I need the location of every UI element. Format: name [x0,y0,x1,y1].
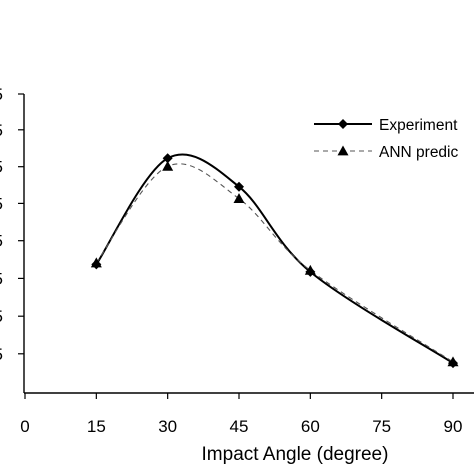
triangle-marker [447,356,459,367]
y-tick-label: 5 [0,85,3,104]
y-tick-label: 5 [0,269,3,288]
x-tick-label: 60 [301,417,320,436]
triangle-marker [233,193,245,204]
legend-label-1: Experiment [379,117,458,134]
legend-marker-2 [337,145,349,156]
y-tick-label: 5 [0,307,3,326]
diamond-marker [234,181,244,192]
y-tick-label: 5 [0,232,3,251]
y-tick-label: 5 [0,121,3,140]
legend-marker-1 [338,119,348,129]
series-line-2 [95,163,454,363]
x-axis-title: Impact Angle (degree) [202,444,389,465]
triangle-marker [304,264,316,275]
y-tick-label: 5 [0,194,3,213]
triangle-marker [162,160,174,171]
series-layer [90,153,459,369]
x-tick-label: 45 [230,417,249,436]
y-tick-label: 5 [0,345,3,364]
x-tick-label: 30 [158,417,177,436]
x-tick-label: 90 [444,417,463,436]
diamond-marker [162,153,173,164]
x-tick-label: 15 [87,417,106,436]
axes-layer: 5 5 5 5 5 5 5 5 0 15 30 45 60 75 90 [0,85,474,436]
x-tick-label: 0 [20,417,29,436]
legend-label-2: ANN predic [379,144,458,161]
triangle-marker [90,257,102,268]
legend: Experiment ANN predic [314,117,458,161]
y-tick-label: 5 [0,158,3,177]
series-line-1 [95,153,454,364]
x-tick-label: 75 [372,417,391,436]
